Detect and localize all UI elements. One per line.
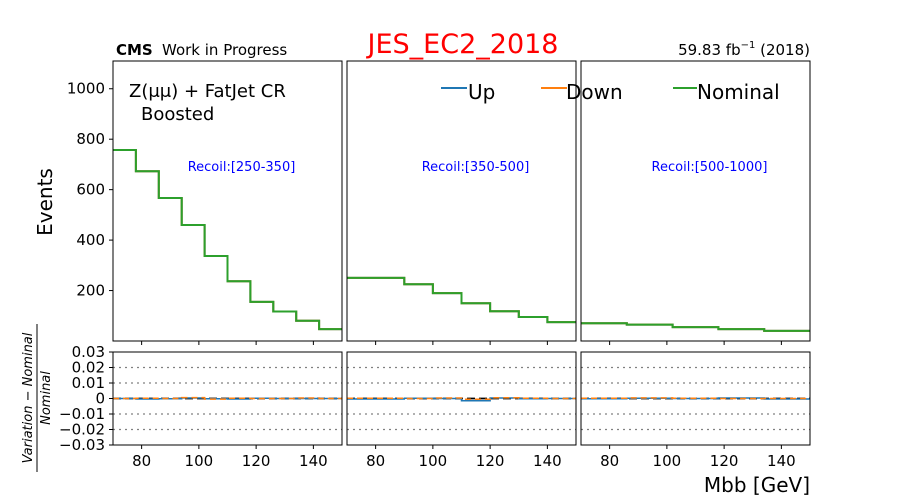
y-tick-label: 200 — [76, 282, 105, 300]
x-tick-label: 100 — [419, 452, 448, 470]
y-tick-label: 1000 — [67, 80, 105, 98]
ratio-up-line — [113, 397, 342, 400]
ratio-tick-label: −0.02 — [59, 421, 105, 439]
x-tick-label: 120 — [242, 452, 271, 470]
ratio-down-line — [347, 396, 576, 401]
panel-top-frame — [580, 60, 811, 342]
legend-label-nominal: Nominal — [697, 80, 780, 104]
recoil-label: Recoil:[250-350] — [188, 160, 296, 175]
lumi-exponent: −1 — [741, 40, 756, 51]
ratio-tick-label: 0.03 — [72, 343, 105, 361]
region-label: Z(μμ) + FatJet CR — [129, 81, 286, 102]
y-axis-label: Events — [33, 168, 57, 236]
lumi-label: 59.83 fb−1 (2018) — [678, 40, 810, 59]
x-tick-label: 100 — [653, 452, 682, 470]
status-label: Work in Progress — [162, 41, 287, 59]
y-tick-label: 400 — [76, 231, 105, 249]
ratio-tick-label: 0.01 — [72, 374, 105, 392]
panel-ratio-frame — [346, 351, 577, 446]
recoil-label: Recoil:[500-1000] — [652, 160, 768, 175]
x-tick-label: 80 — [600, 452, 619, 470]
cms-label: CMS — [116, 41, 153, 59]
series-down-line — [113, 149, 342, 331]
x-tick-label: 140 — [299, 452, 328, 470]
panels-layer: Recoil:[250-350]80 100 120 1402004006008001… — [59, 60, 811, 470]
legend-label-down: Down — [566, 80, 623, 104]
series-nominal-line — [347, 276, 576, 324]
x-axis-label: Mbb [GeV] — [704, 473, 810, 497]
lumi-year: (2018) — [755, 41, 810, 59]
ratio-tick-label: 0.02 — [72, 359, 105, 377]
chart-title: JES_EC2_2018 — [366, 29, 559, 60]
x-tick-label: 80 — [132, 452, 151, 470]
ratio-tick-label: −0.03 — [59, 436, 105, 454]
legend: Up Down Nominal — [441, 80, 780, 104]
series-nominal-line — [581, 322, 810, 332]
series-nominal-line — [113, 149, 342, 331]
series-up-line — [113, 149, 342, 331]
x-tick-label: 120 — [476, 452, 505, 470]
ratio-denominator: Nominal — [39, 371, 54, 425]
x-tick-label: 140 — [533, 452, 562, 470]
panel-3: Recoil:[500-1000] 80 100 120 140 — [580, 60, 811, 470]
x-tick-label: 120 — [710, 452, 739, 470]
recoil-label: Recoil:[350-500] — [422, 160, 530, 175]
ratio-y-axis-label: Variation − Nominal Nominal — [21, 324, 54, 472]
lumi-value: 59.83 fb — [678, 41, 741, 59]
ratio-numerator: Variation − Nominal — [21, 332, 36, 463]
legend-label-up: Up — [468, 80, 495, 104]
x-tick-label: 140 — [767, 452, 796, 470]
ratio-down-line — [581, 397, 810, 400]
ratio-tick-label: 0 — [95, 390, 105, 408]
panel-top-frame — [346, 60, 577, 342]
ratio-tick-label: −0.01 — [59, 405, 105, 423]
panel-2: Recoil:[350-500] 80 100 120 140 — [346, 60, 577, 470]
x-tick-label: 80 — [366, 452, 385, 470]
panel-1: Recoil:[250-350] 80 100 120 140 200 400 600 800 1… — [59, 60, 343, 470]
panel-top-frame — [112, 60, 343, 342]
y-tick-label: 800 — [76, 130, 105, 148]
y-tick-label: 600 — [76, 181, 105, 199]
region-sublabel: Boosted — [141, 104, 214, 125]
panel-ratio-frame — [580, 351, 811, 446]
x-tick-label: 100 — [185, 452, 214, 470]
